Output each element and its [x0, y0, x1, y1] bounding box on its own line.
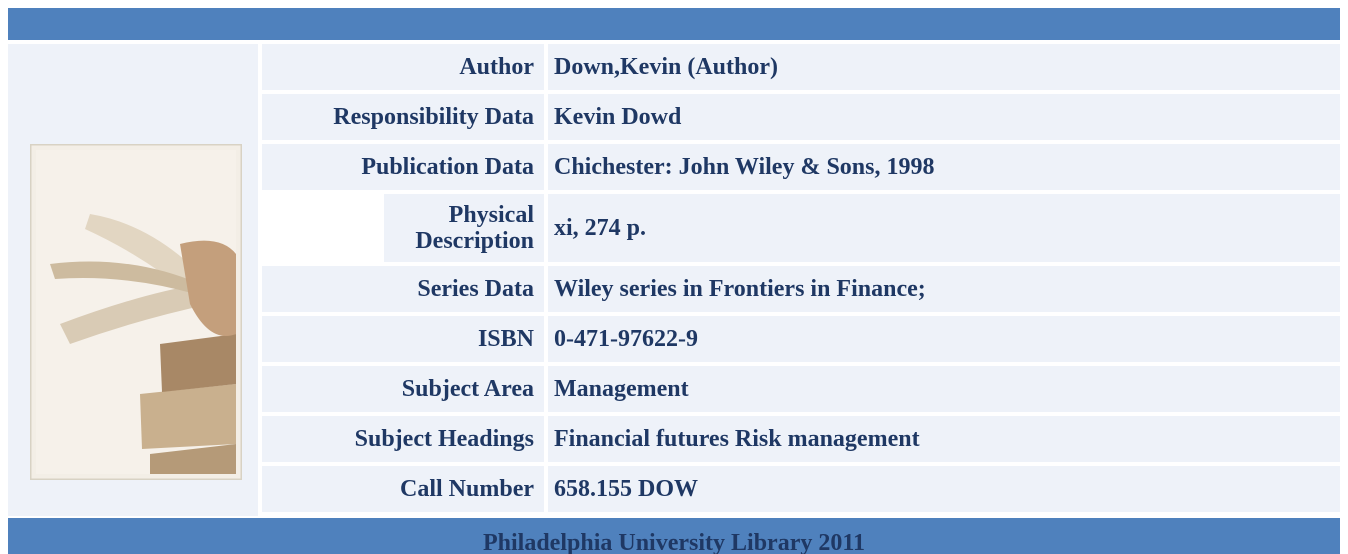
row-label: Call Number: [262, 466, 544, 512]
row-value: 0-471-97622-9: [548, 316, 1340, 362]
row-value: Financial futures Risk management: [548, 416, 1340, 462]
row-value: Kevin Dowd: [548, 94, 1340, 140]
row-label: Publication Data: [262, 144, 544, 190]
row-value: Down,Kevin (Author): [548, 44, 1340, 90]
row-label: Physical Description: [384, 194, 544, 262]
row-label: ISBN: [262, 316, 544, 362]
row-value: Wiley series in Frontiers in Finance;: [548, 266, 1340, 312]
row-label: Responsibility Data: [262, 94, 544, 140]
row-value: 658.155 DOW: [548, 466, 1340, 512]
row-value: Chichester: John Wiley & Sons, 1998: [548, 144, 1340, 190]
row-label: Series Data: [262, 266, 544, 312]
image-cell: [8, 44, 258, 516]
page: AuthorDown,Kevin (Author)Responsibility …: [0, 0, 1348, 554]
row-label: Subject Area: [262, 366, 544, 412]
row-value: Management: [548, 366, 1340, 412]
footer: Philadelphia University Library 2011: [8, 518, 1340, 554]
header-bar: [8, 8, 1340, 40]
row-value: xi, 274 p.: [548, 194, 1340, 262]
row-label: Subject Headings: [262, 416, 544, 462]
book-image: [30, 144, 242, 480]
row-label: Author: [262, 44, 544, 90]
